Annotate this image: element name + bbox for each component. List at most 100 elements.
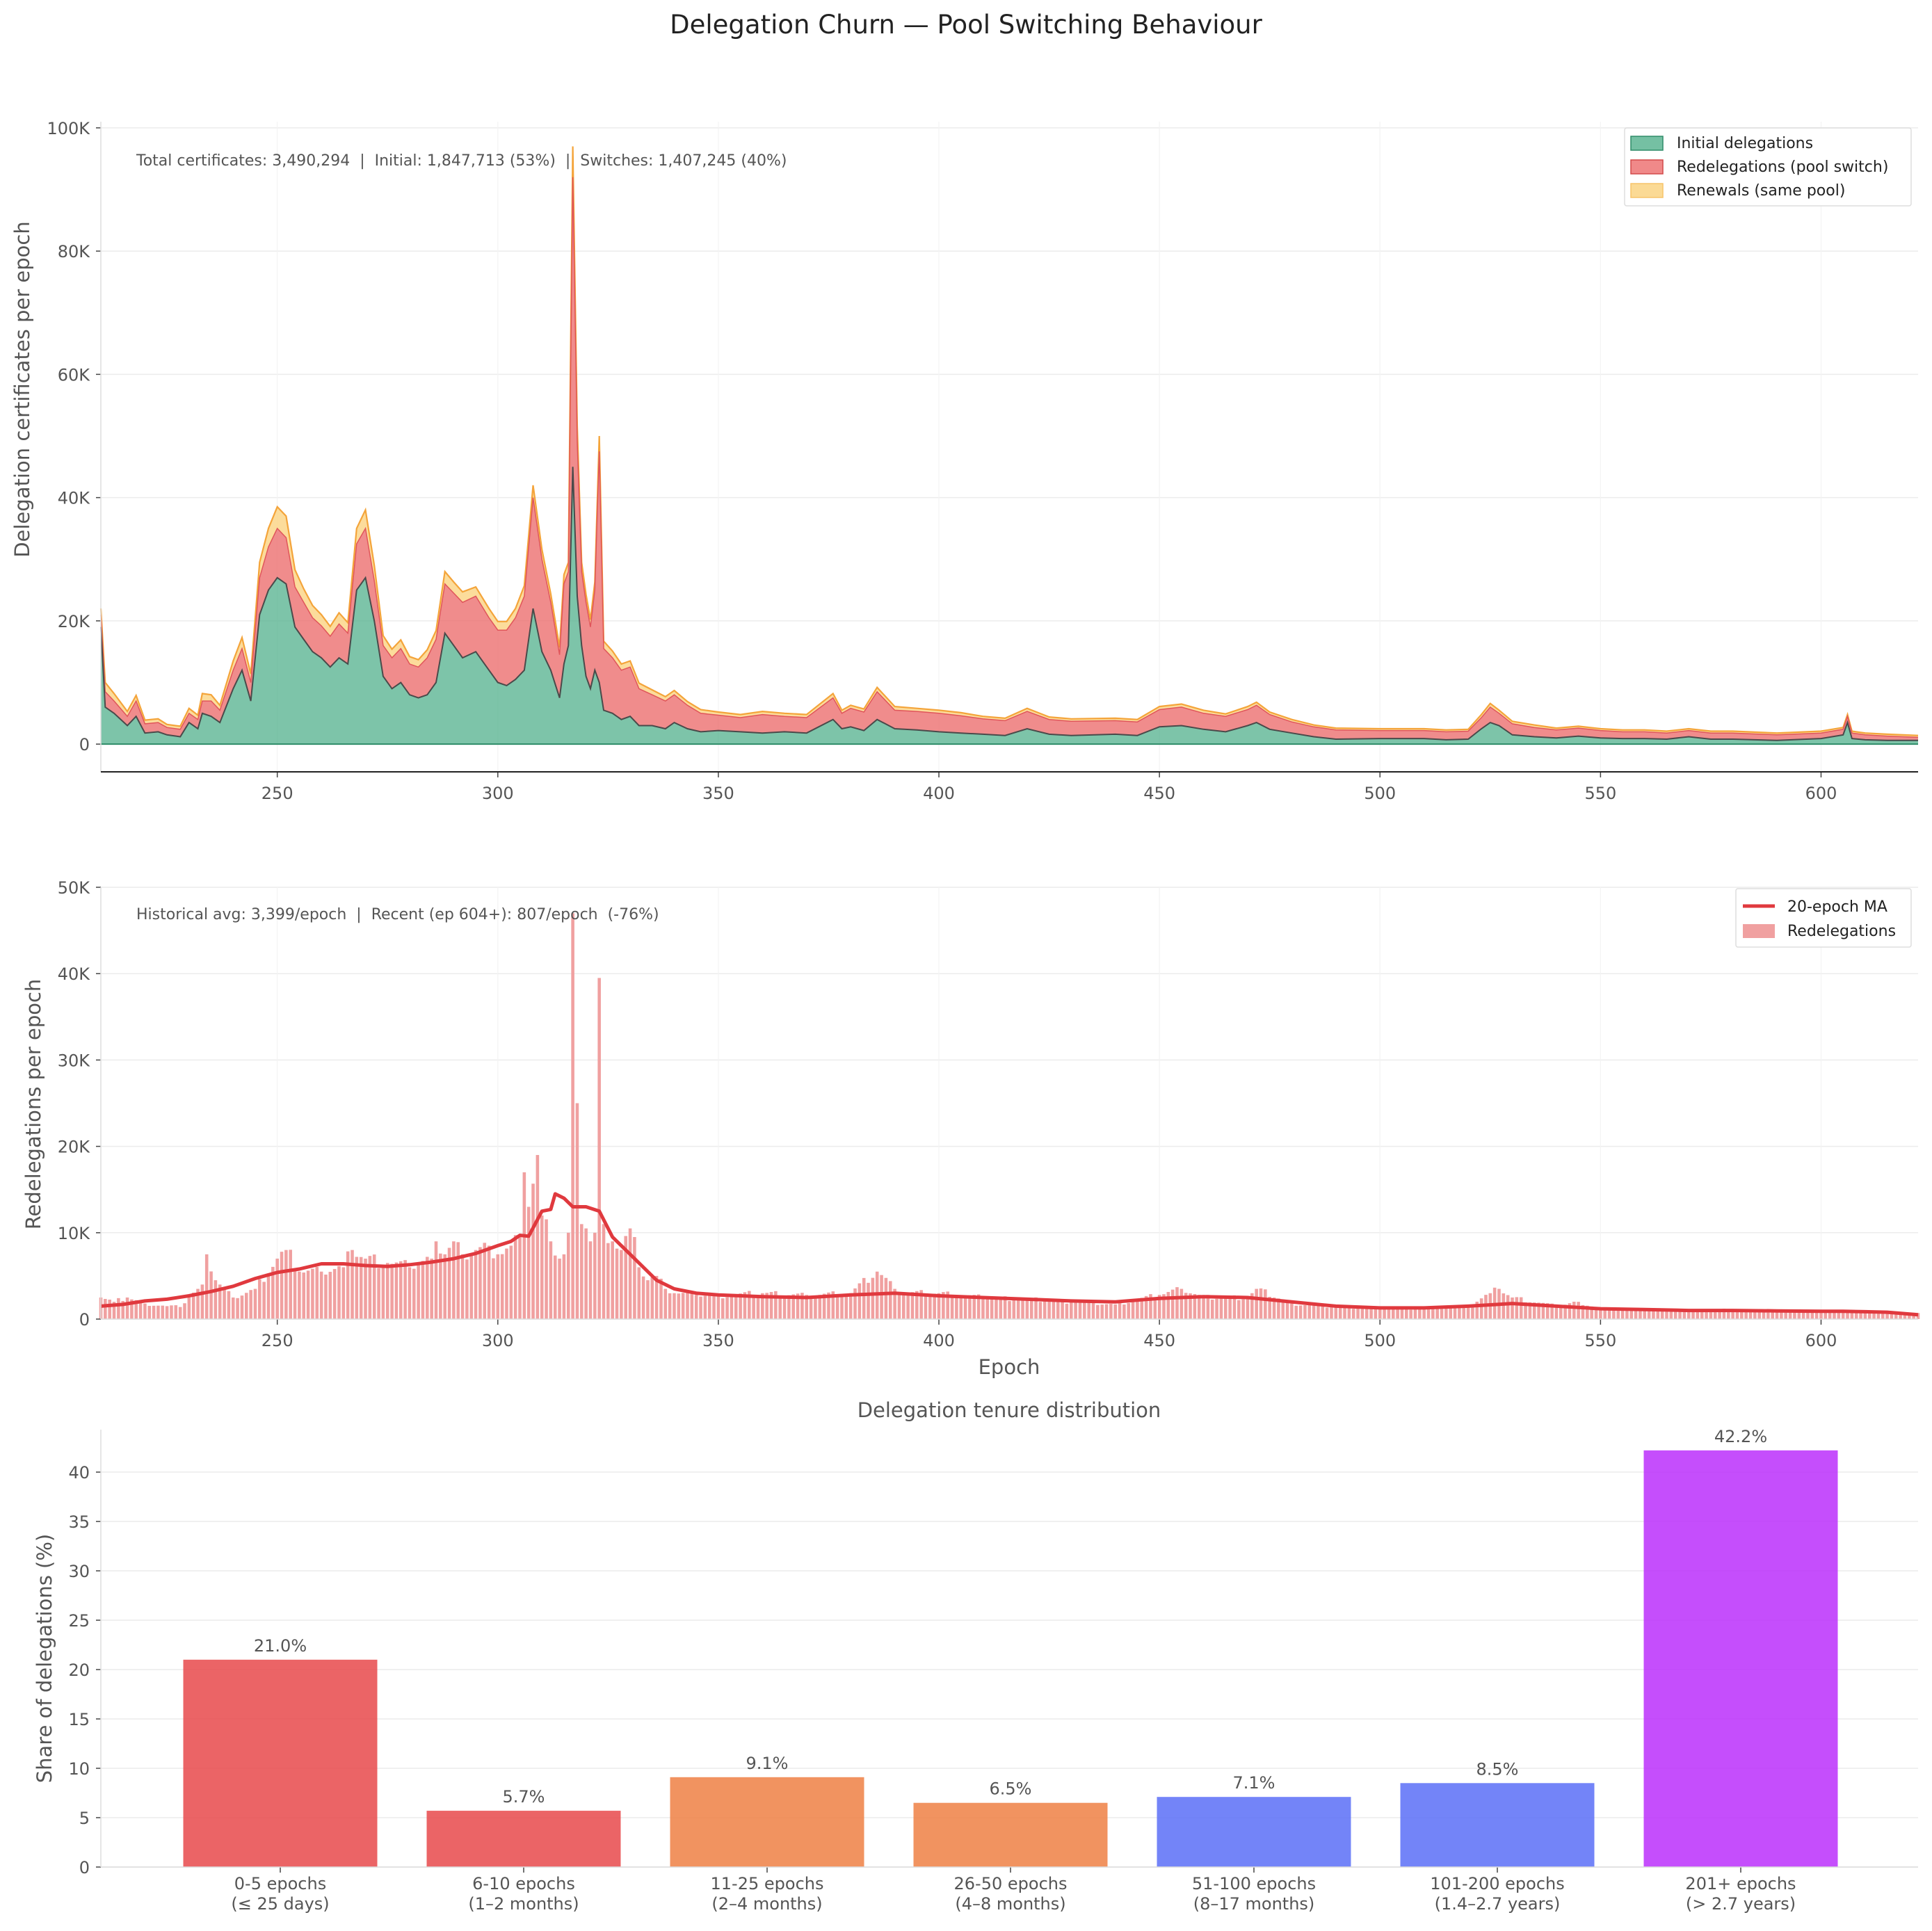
redelegation-bar <box>298 1271 301 1319</box>
redelegation-bar <box>814 1295 817 1319</box>
redelegation-bar <box>707 1295 711 1319</box>
redelegation-bar <box>606 1243 610 1319</box>
p3-xtick-sublabel: (≤ 25 days) <box>231 1894 329 1914</box>
redelegation-bar <box>1797 1310 1801 1319</box>
p1-axes: 0 20K 40K 60K 80K 100K 250 300 350 400 450 500 550 60… <box>47 119 1918 803</box>
redelegation-bar <box>138 1300 143 1319</box>
p2-xtick-label: 550 <box>1584 1331 1616 1350</box>
redelegation-bar <box>955 1297 958 1319</box>
tenure-bar <box>1157 1797 1351 1867</box>
tenure-value-label: 8.5% <box>1476 1759 1519 1779</box>
redelegation-bar <box>469 1255 474 1319</box>
redelegation-bar <box>377 1268 380 1319</box>
redelegation-bar <box>526 1206 531 1319</box>
redelegation-bar <box>399 1261 403 1319</box>
redelegation-bar <box>117 1298 120 1319</box>
redelegation-bar <box>1170 1289 1175 1319</box>
redelegation-bar <box>1369 1307 1373 1319</box>
redelegation-bar <box>827 1292 830 1319</box>
redelegation-bar <box>1594 1307 1598 1319</box>
redelegation-bar <box>915 1291 919 1319</box>
redelegation-bar <box>1502 1293 1506 1319</box>
redelegation-bar <box>204 1254 209 1319</box>
redelegation-bar <box>302 1272 306 1319</box>
redelegation-bar <box>147 1305 152 1319</box>
redelegation-bar <box>990 1298 994 1319</box>
redelegation-bar <box>848 1293 853 1319</box>
redelegation-bar <box>580 1224 583 1319</box>
redelegation-bar <box>597 978 601 1319</box>
p2-ytick-label: 20K <box>58 1138 91 1157</box>
p3-ylabel: Share of delegations (%) <box>33 1534 56 1783</box>
redelegation-bar <box>1846 1311 1849 1319</box>
legend-swatch-renewal <box>1630 183 1664 198</box>
redelegation-bar <box>1867 1312 1871 1319</box>
redelegation-bar <box>1374 1307 1378 1319</box>
redelegation-bar <box>1083 1302 1086 1319</box>
redelegation-bar <box>1215 1298 1218 1319</box>
p3-xtick-sublabel: (4–8 months) <box>955 1894 1065 1914</box>
redelegation-bar <box>1391 1308 1395 1319</box>
redelegation-bar <box>1012 1300 1016 1319</box>
redelegation-bar <box>752 1296 755 1319</box>
redelegation-bar <box>430 1259 433 1319</box>
redelegation-bar <box>1021 1299 1024 1319</box>
redelegation-bar <box>840 1295 844 1319</box>
p2-xtick-label: 400 <box>923 1331 955 1350</box>
redelegation-bar <box>1268 1297 1271 1319</box>
p1-xtick-label: 450 <box>1143 784 1175 803</box>
redelegation-bar <box>620 1250 623 1319</box>
redelegation-bar <box>280 1252 284 1319</box>
p2-ylabel: Redelegations per epoch <box>22 979 45 1230</box>
redelegation-bar <box>1418 1309 1422 1319</box>
redelegation-bar <box>108 1300 111 1319</box>
p1-ylabel: Delegation certificates per epoch <box>10 221 34 557</box>
redelegation-bar <box>774 1291 778 1319</box>
redelegation-bar <box>1317 1304 1320 1319</box>
p3-ytick-label: 30 <box>68 1562 90 1581</box>
redelegation-bar <box>319 1271 323 1319</box>
redelegation-bar <box>196 1288 200 1319</box>
redelegation-bar <box>183 1303 186 1319</box>
redelegation-bar <box>1748 1309 1753 1319</box>
redelegation-bar <box>156 1305 160 1319</box>
redelegation-bar <box>134 1300 138 1319</box>
redelegation-bar <box>1043 1301 1047 1319</box>
redelegation-bar <box>1876 1311 1881 1319</box>
p3-xtick-sublabel: (8–17 months) <box>1193 1894 1315 1914</box>
redelegation-bar <box>1127 1302 1131 1319</box>
redelegation-bar <box>1696 1311 1700 1319</box>
redelegation-bar <box>460 1254 465 1319</box>
redelegation-bar <box>769 1292 773 1319</box>
redelegation-bar <box>513 1235 517 1319</box>
redelegation-bar <box>474 1250 478 1319</box>
redelegation-bar <box>1449 1307 1453 1319</box>
redelegation-bar <box>1334 1307 1338 1319</box>
redelegation-bar <box>1744 1309 1748 1319</box>
redelegation-bar <box>1462 1304 1466 1319</box>
redelegation-bar <box>200 1284 204 1319</box>
p1-stacked-areas <box>99 146 1919 745</box>
redelegation-bar <box>633 1237 636 1319</box>
redelegation-bar <box>531 1183 535 1319</box>
tenure-bar <box>183 1659 378 1867</box>
redelegation-bar <box>1572 1301 1576 1319</box>
redelegation-bar <box>253 1288 257 1319</box>
redelegation-bar <box>822 1293 826 1319</box>
redelegation-bar <box>972 1295 976 1319</box>
redelegation-bar <box>677 1293 681 1319</box>
redelegation-bar <box>615 1248 619 1319</box>
redelegation-bar <box>1087 1301 1090 1319</box>
redelegation-bar <box>1524 1302 1527 1319</box>
redelegation-bar <box>1325 1307 1329 1319</box>
redelegation-bar <box>1360 1308 1365 1319</box>
redelegation-bar <box>1872 1312 1876 1319</box>
redelegation-bar <box>165 1306 169 1319</box>
redelegation-bar <box>1078 1302 1082 1319</box>
redelegation-bar <box>536 1155 540 1319</box>
p2-xtick-label: 300 <box>482 1331 514 1350</box>
redelegation-bar <box>1422 1309 1426 1319</box>
redelegation-bar <box>540 1215 544 1319</box>
redelegation-bar <box>1824 1310 1828 1319</box>
redelegation-bar <box>1727 1310 1730 1319</box>
